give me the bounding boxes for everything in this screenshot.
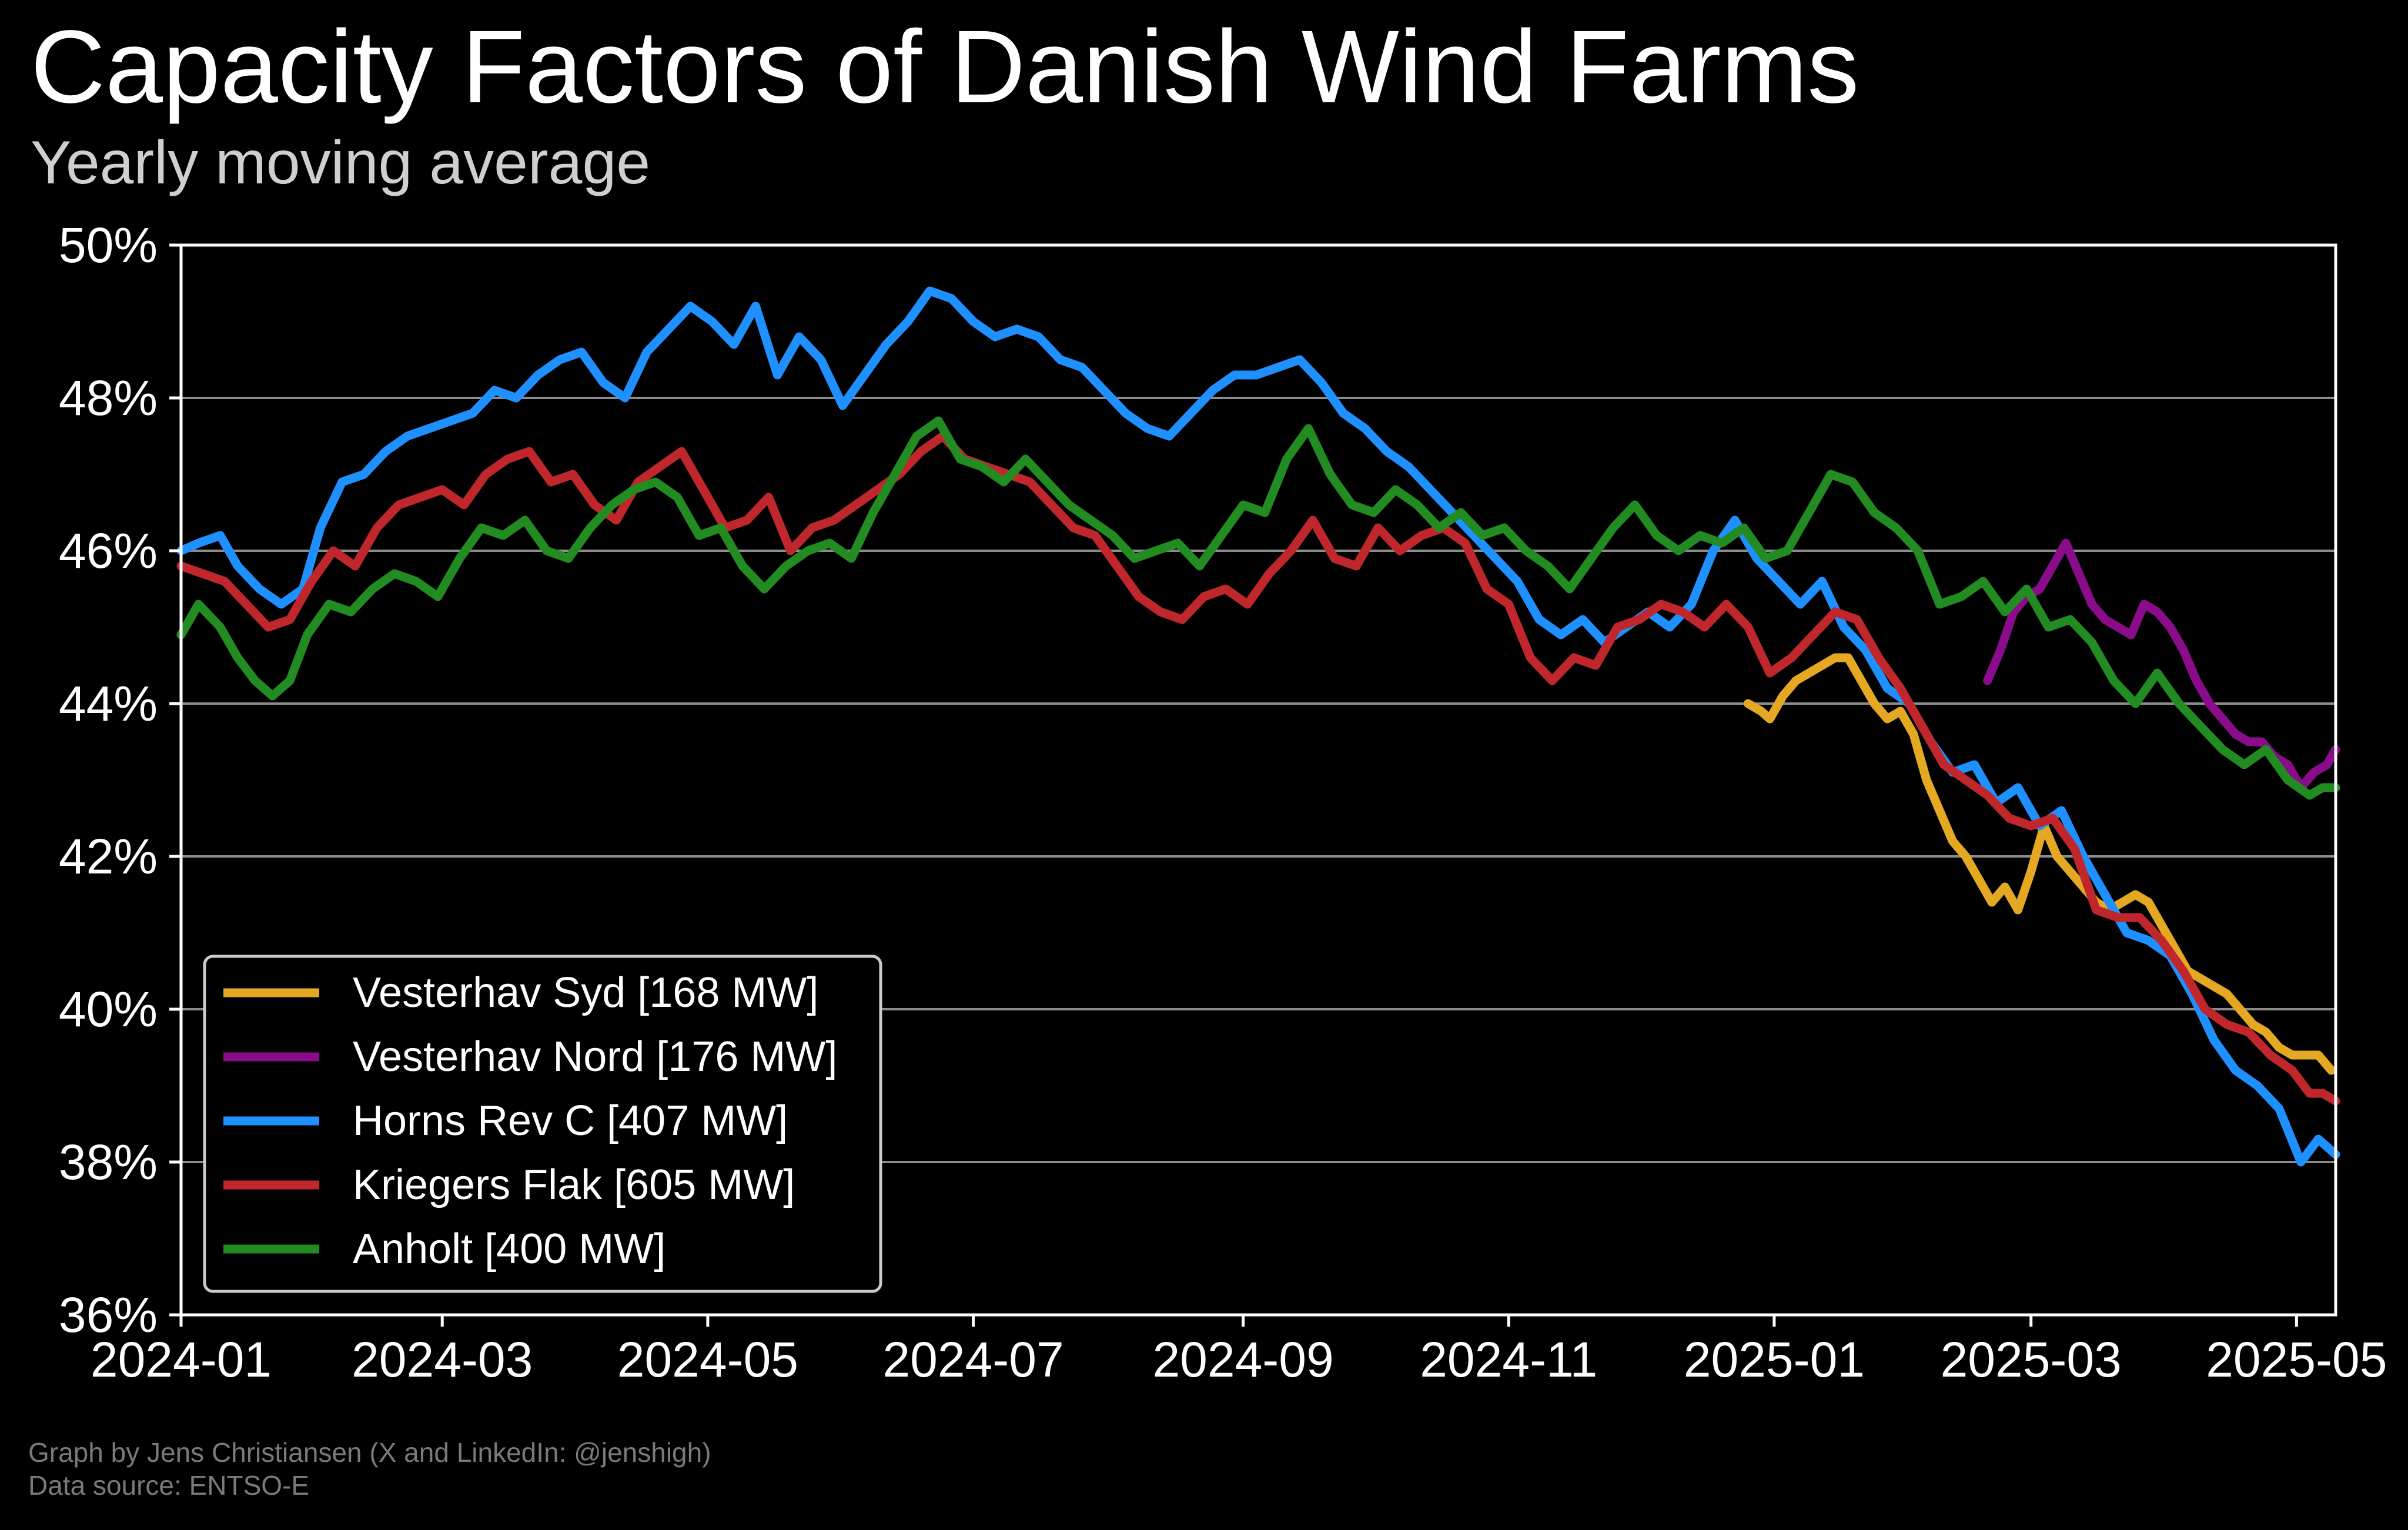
axes: 36% 38% 40% 42% 44% 46% 48% 50% 2024-01 2024-03 20… [59, 217, 2387, 1387]
chart-subtitle: Yearly moving average [31, 129, 651, 197]
y-tick-label: 48% [59, 370, 158, 426]
legend-label: Horns Rev C [407 MW] [353, 1097, 788, 1144]
x-tick-label: 2024-01 [91, 1332, 272, 1387]
legend-label: Anholt [400 MW] [353, 1226, 665, 1273]
y-tick-label: 46% [59, 523, 158, 578]
legend-label: Vesterhav Nord [176 MW] [353, 1033, 837, 1080]
y-tick-label: 42% [59, 829, 158, 884]
x-tick-label: 2025-01 [1684, 1332, 1865, 1387]
chart-title: Capacity Factors of Danish Wind Farms [31, 9, 1859, 125]
x-tick-label: 2024-03 [352, 1332, 533, 1387]
y-tick-label: 38% [59, 1134, 158, 1190]
y-tick-label: 50% [59, 217, 158, 273]
x-tick-label: 2024-11 [1420, 1332, 1597, 1387]
legend-label: Kriegers Flak [605 MW] [353, 1161, 795, 1208]
series-lines [176, 286, 2340, 1167]
y-tick-label: 44% [59, 676, 158, 731]
series-line [1983, 538, 2340, 792]
legend-label: Vesterhav Syd [168 MW] [353, 969, 818, 1016]
x-tick-label: 2025-05 [2206, 1332, 2387, 1387]
footer-credit: Graph by Jens Christiansen (X and Linked… [28, 1437, 711, 1468]
plot-frame [179, 243, 2337, 1317]
series-line [176, 431, 2340, 1106]
series-line [176, 416, 2340, 800]
x-tick-label: 2024-07 [882, 1332, 1063, 1387]
x-tick-label: 2025-03 [1941, 1332, 2122, 1387]
series-line [1744, 653, 2336, 1075]
x-tick-label: 2024-05 [617, 1332, 798, 1387]
legend: Vesterhav Syd [168 MW] Vesterhav Nord [17… [203, 955, 882, 1293]
y-tick-label: 40% [59, 982, 158, 1037]
x-tick-label: 2024-09 [1152, 1332, 1333, 1387]
footer-source: Data source: ENTSO-E [28, 1470, 310, 1501]
footer: Graph by Jens Christiansen (X and Linked… [28, 1436, 711, 1502]
y-tick-label: 36% [59, 1287, 158, 1342]
legend-box [203, 955, 882, 1293]
series-line [176, 286, 2340, 1167]
